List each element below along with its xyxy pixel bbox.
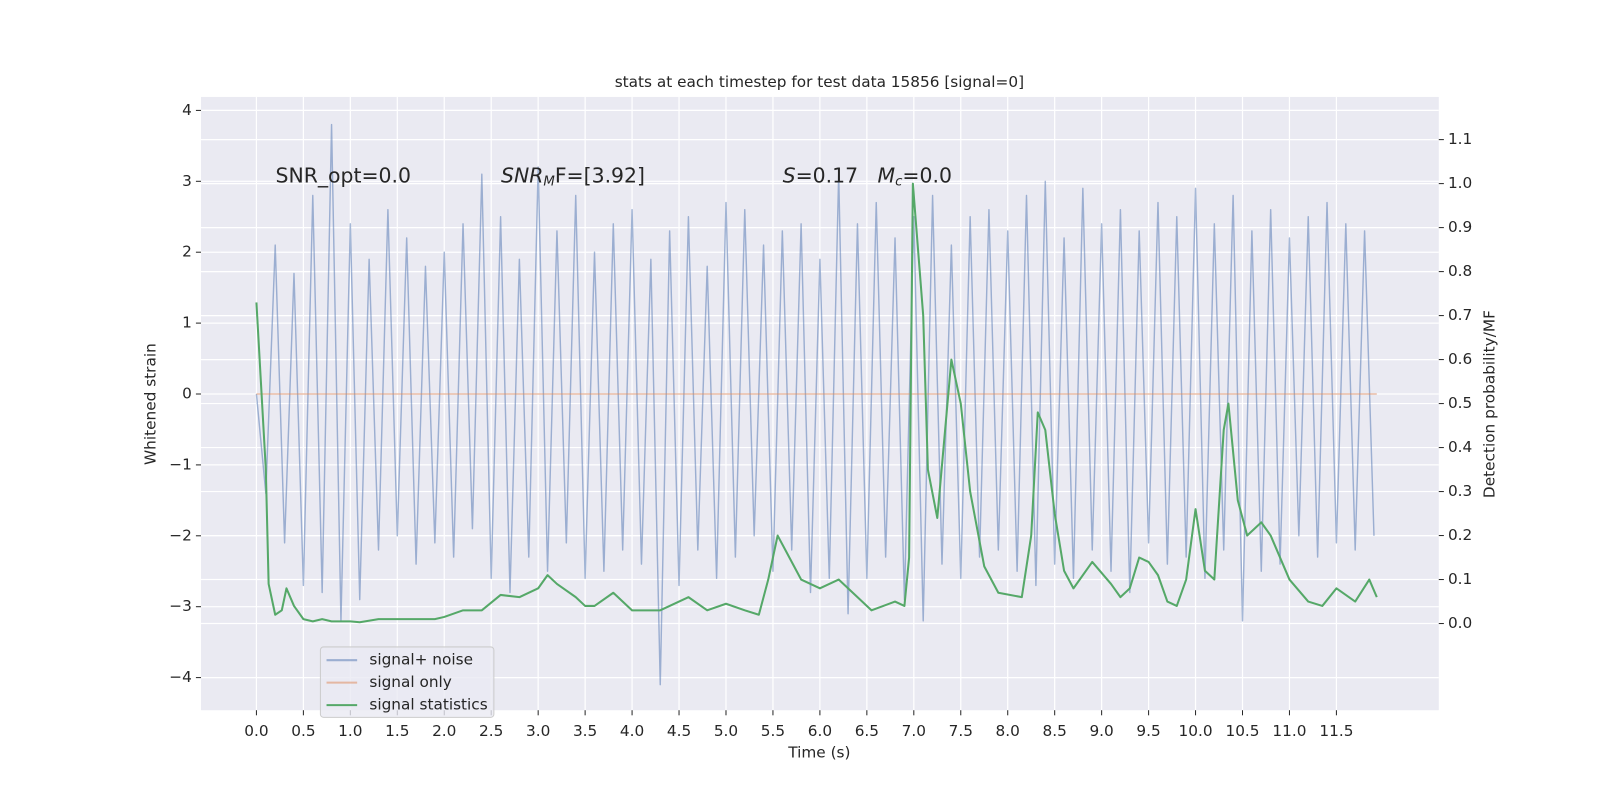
annotation-part: SNR <box>501 164 543 188</box>
x-tick-label: 4.5 <box>667 722 691 740</box>
y2-tick-label: 0.2 <box>1448 526 1472 544</box>
y2-tick-label: 0.3 <box>1448 482 1472 500</box>
x-tick-label: 10.0 <box>1179 722 1213 740</box>
legend-label: signal only <box>369 673 451 691</box>
annotation-part: =0.0 <box>902 164 952 188</box>
series-line <box>255 123 1375 686</box>
y2-tick-label: 0.5 <box>1448 394 1472 412</box>
x-tick-label: 8.0 <box>996 722 1020 740</box>
y2-tick-label: 1.1 <box>1448 130 1472 148</box>
y-tick-label: 0 <box>182 385 192 403</box>
chart-title: stats at each timestep for test data 158… <box>615 73 1024 91</box>
x-tick-label: 5.5 <box>761 722 785 740</box>
x-tick-label: 1.5 <box>385 722 409 740</box>
x-tick-label: 10.5 <box>1225 722 1259 740</box>
annotation-part: =0.17 <box>796 164 878 188</box>
x-tick-label: 8.5 <box>1043 722 1067 740</box>
y2-tick-label: 0.8 <box>1448 262 1472 280</box>
y-axis-label: Whitened strain <box>142 343 160 465</box>
x-tick-label: 3.0 <box>526 722 550 740</box>
y-tick-label: −1 <box>169 455 192 473</box>
y2-axis-label: Detection probability/MF <box>1480 310 1498 498</box>
annotation-part: M <box>878 164 896 188</box>
x-tick-label: 11.5 <box>1319 722 1353 740</box>
y2-tick-label: 0.6 <box>1448 350 1472 368</box>
y-tick-label: 2 <box>182 243 192 261</box>
y-tick-label: 4 <box>182 101 192 119</box>
x-tick-label: 2.5 <box>479 722 503 740</box>
y-tick-label: 1 <box>182 314 192 332</box>
x-tick-label: 11.0 <box>1272 722 1306 740</box>
y-tick-label: −4 <box>169 668 192 686</box>
legend-label: signal+ noise <box>369 651 473 669</box>
series-line <box>255 182 1378 624</box>
x-axis-label: Time (s) <box>787 744 850 762</box>
x-tick-label: 7.0 <box>902 722 926 740</box>
x-tick-label: 7.5 <box>949 722 973 740</box>
grid <box>201 96 1439 711</box>
x-tick-label: 9.0 <box>1089 722 1113 740</box>
y-tick-label: 3 <box>182 172 192 190</box>
x-tick-label: 6.0 <box>808 722 832 740</box>
annotation: S=0.17 Mc=0.0 <box>783 164 952 190</box>
y-tick-label: −2 <box>169 526 192 544</box>
y2-tick-label: 0.9 <box>1448 218 1472 236</box>
y-tick-label: −3 <box>169 597 192 615</box>
x-tick-label: 1.0 <box>338 722 362 740</box>
legend-box <box>319 646 495 718</box>
y2-tick-label: 0.7 <box>1448 306 1472 324</box>
y2-tick-label: 1.0 <box>1448 174 1472 192</box>
marks <box>255 123 1378 686</box>
x-tick-label: 2.0 <box>432 722 456 740</box>
annotation-part: SNR_opt=0.0 <box>276 164 412 189</box>
x-tick-label: 5.0 <box>714 722 738 740</box>
annotation-part: M <box>543 175 555 190</box>
x-tick-label: 3.5 <box>573 722 597 740</box>
y2-tick-label: 0.1 <box>1448 570 1472 588</box>
x-tick-label: 0.0 <box>244 722 268 740</box>
x-tick-label: 6.5 <box>855 722 879 740</box>
annotation-part: S <box>783 164 796 188</box>
annotation-part: c <box>895 175 903 190</box>
x-tick-label: 9.5 <box>1136 722 1160 740</box>
labels: 0.0 0.5 1.0 1.5 2.0 2.5 3.0 3.5 4.0 4.5 5.0 5.5 6.0 6… <box>169 101 1472 740</box>
y2-tick-label: 0.4 <box>1448 438 1472 456</box>
x-tick-label: 0.5 <box>291 722 315 740</box>
y2-tick-label: 0.0 <box>1448 614 1472 632</box>
x-tick-label: 4.0 <box>620 722 644 740</box>
annotation: SNRMF=[3.92] <box>501 164 645 190</box>
annotation: SNR_opt=0.0 <box>276 164 412 189</box>
legend-label: signal statistics <box>369 696 487 714</box>
annotation-part: F=[3.92] <box>555 164 645 188</box>
